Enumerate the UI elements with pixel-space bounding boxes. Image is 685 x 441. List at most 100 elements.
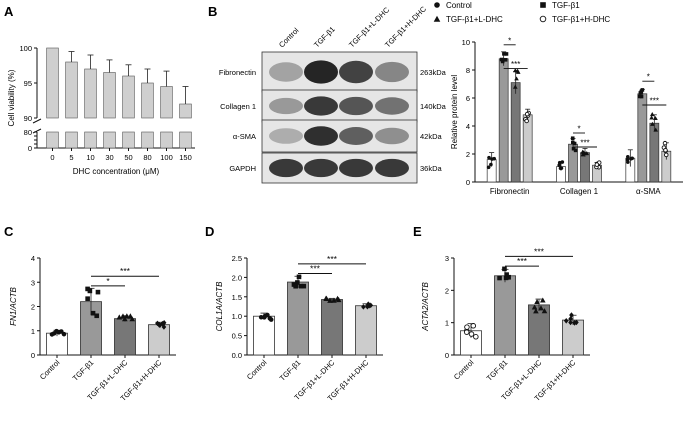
data-point <box>155 320 160 327</box>
expression-bar <box>494 275 516 356</box>
blot-band <box>339 60 373 84</box>
x-tick-label: Fibronectin <box>490 187 530 196</box>
y-tick-label: 2 <box>31 303 35 312</box>
y-tick-label: 2 <box>466 150 470 159</box>
x-tick-label: 5 <box>69 153 73 162</box>
data-point <box>557 163 562 167</box>
viability-bar-lower <box>141 131 154 149</box>
data-point <box>541 308 548 314</box>
data-point <box>500 59 505 64</box>
data-point <box>361 304 366 310</box>
data-point <box>293 283 298 289</box>
y-axis-label: FN1/ACTB <box>9 287 18 326</box>
significance-label: *** <box>327 254 338 264</box>
axis-break-mark <box>32 118 42 124</box>
data-point <box>124 313 130 319</box>
data-point <box>629 156 633 161</box>
data-point <box>594 162 600 167</box>
legend-marker <box>540 2 546 8</box>
y-axis-label: COL1A/ACTB <box>215 281 224 331</box>
viability-bar-upper <box>160 86 173 119</box>
x-tick-label: α-SMA <box>636 187 661 196</box>
panel-letter-b: B <box>208 4 217 19</box>
data-point <box>490 157 494 161</box>
protein-bar <box>649 122 660 183</box>
expression-bar <box>287 281 309 356</box>
data-point <box>649 112 655 117</box>
viability-bar-lower <box>122 131 135 149</box>
x-tick-label: 10 <box>86 153 94 162</box>
x-tick-label: 100 <box>160 153 173 162</box>
y-tick-label: 100 <box>19 44 32 53</box>
y-tick-label: 3 <box>445 254 449 263</box>
expression-bar <box>562 319 584 356</box>
data-point <box>268 317 274 322</box>
data-point <box>487 155 491 160</box>
data-point <box>161 319 167 326</box>
y-tick-label: 1.0 <box>232 312 242 321</box>
data-point <box>95 289 101 295</box>
viability-bar-lower <box>103 131 116 149</box>
data-point <box>503 275 509 281</box>
data-point <box>301 283 307 289</box>
blot-band <box>375 127 409 145</box>
panel-letters: A B C D E <box>4 4 422 239</box>
significance-label: *** <box>534 246 545 256</box>
data-point <box>512 84 518 89</box>
x-tick-label: Control <box>38 358 62 382</box>
data-point <box>160 320 165 327</box>
data-point <box>531 304 538 310</box>
x-tick-label: TGF-β1 <box>278 358 303 383</box>
x-tick-label: Control <box>452 358 476 382</box>
data-point <box>653 115 658 121</box>
blot-band <box>269 97 303 115</box>
significance-label: *** <box>310 264 321 274</box>
data-point <box>463 329 470 335</box>
data-point <box>502 266 507 272</box>
data-point <box>538 305 544 311</box>
data-point <box>161 324 167 330</box>
viability-bar-lower <box>84 131 97 149</box>
data-point <box>573 148 578 153</box>
data-point <box>365 301 371 308</box>
x-tick-label: 150 <box>179 153 192 162</box>
viability-bar-lower <box>179 131 192 149</box>
data-point <box>90 310 96 316</box>
data-point <box>87 288 93 294</box>
y-axis-label: Relative protein level <box>450 75 459 149</box>
data-point <box>637 94 642 99</box>
x-tick-label: 30 <box>105 153 113 162</box>
panel-a-viability-chart: 90 95 100 80 0 Cell viability (%) 0 5 10 30 50 80 10… <box>7 44 195 176</box>
blot-band <box>339 96 373 116</box>
blot-band <box>375 61 409 83</box>
y-tick-label: 0.5 <box>232 332 242 341</box>
expression-bar <box>148 324 170 356</box>
y-tick-label: 95 <box>24 79 32 88</box>
data-point <box>486 165 491 170</box>
data-point <box>499 57 504 62</box>
data-point <box>464 324 470 330</box>
data-point <box>49 332 55 337</box>
data-point <box>504 52 509 56</box>
x-tick-label: Control <box>245 358 269 382</box>
data-point <box>663 152 669 158</box>
blot-size-label: 36kDa <box>420 164 443 173</box>
significance-label: * <box>577 125 580 134</box>
y-tick-label: 80 <box>24 128 32 137</box>
blot-size-label: 42kDa <box>420 132 443 141</box>
panel-letter-a: A <box>4 4 14 19</box>
significance-label: *** <box>650 97 659 106</box>
y-tick-label: 0.0 <box>232 351 242 360</box>
data-point <box>514 76 519 81</box>
y-tick-label: 2.0 <box>232 273 242 282</box>
data-point <box>533 308 539 314</box>
data-point <box>334 295 341 301</box>
data-point <box>504 272 509 277</box>
data-point <box>296 274 302 280</box>
legend-label: Control <box>446 1 472 10</box>
legend-marker <box>434 2 440 8</box>
blot-band <box>304 60 338 84</box>
y-tick-label: 0 <box>28 144 32 153</box>
blot-band <box>304 126 338 146</box>
